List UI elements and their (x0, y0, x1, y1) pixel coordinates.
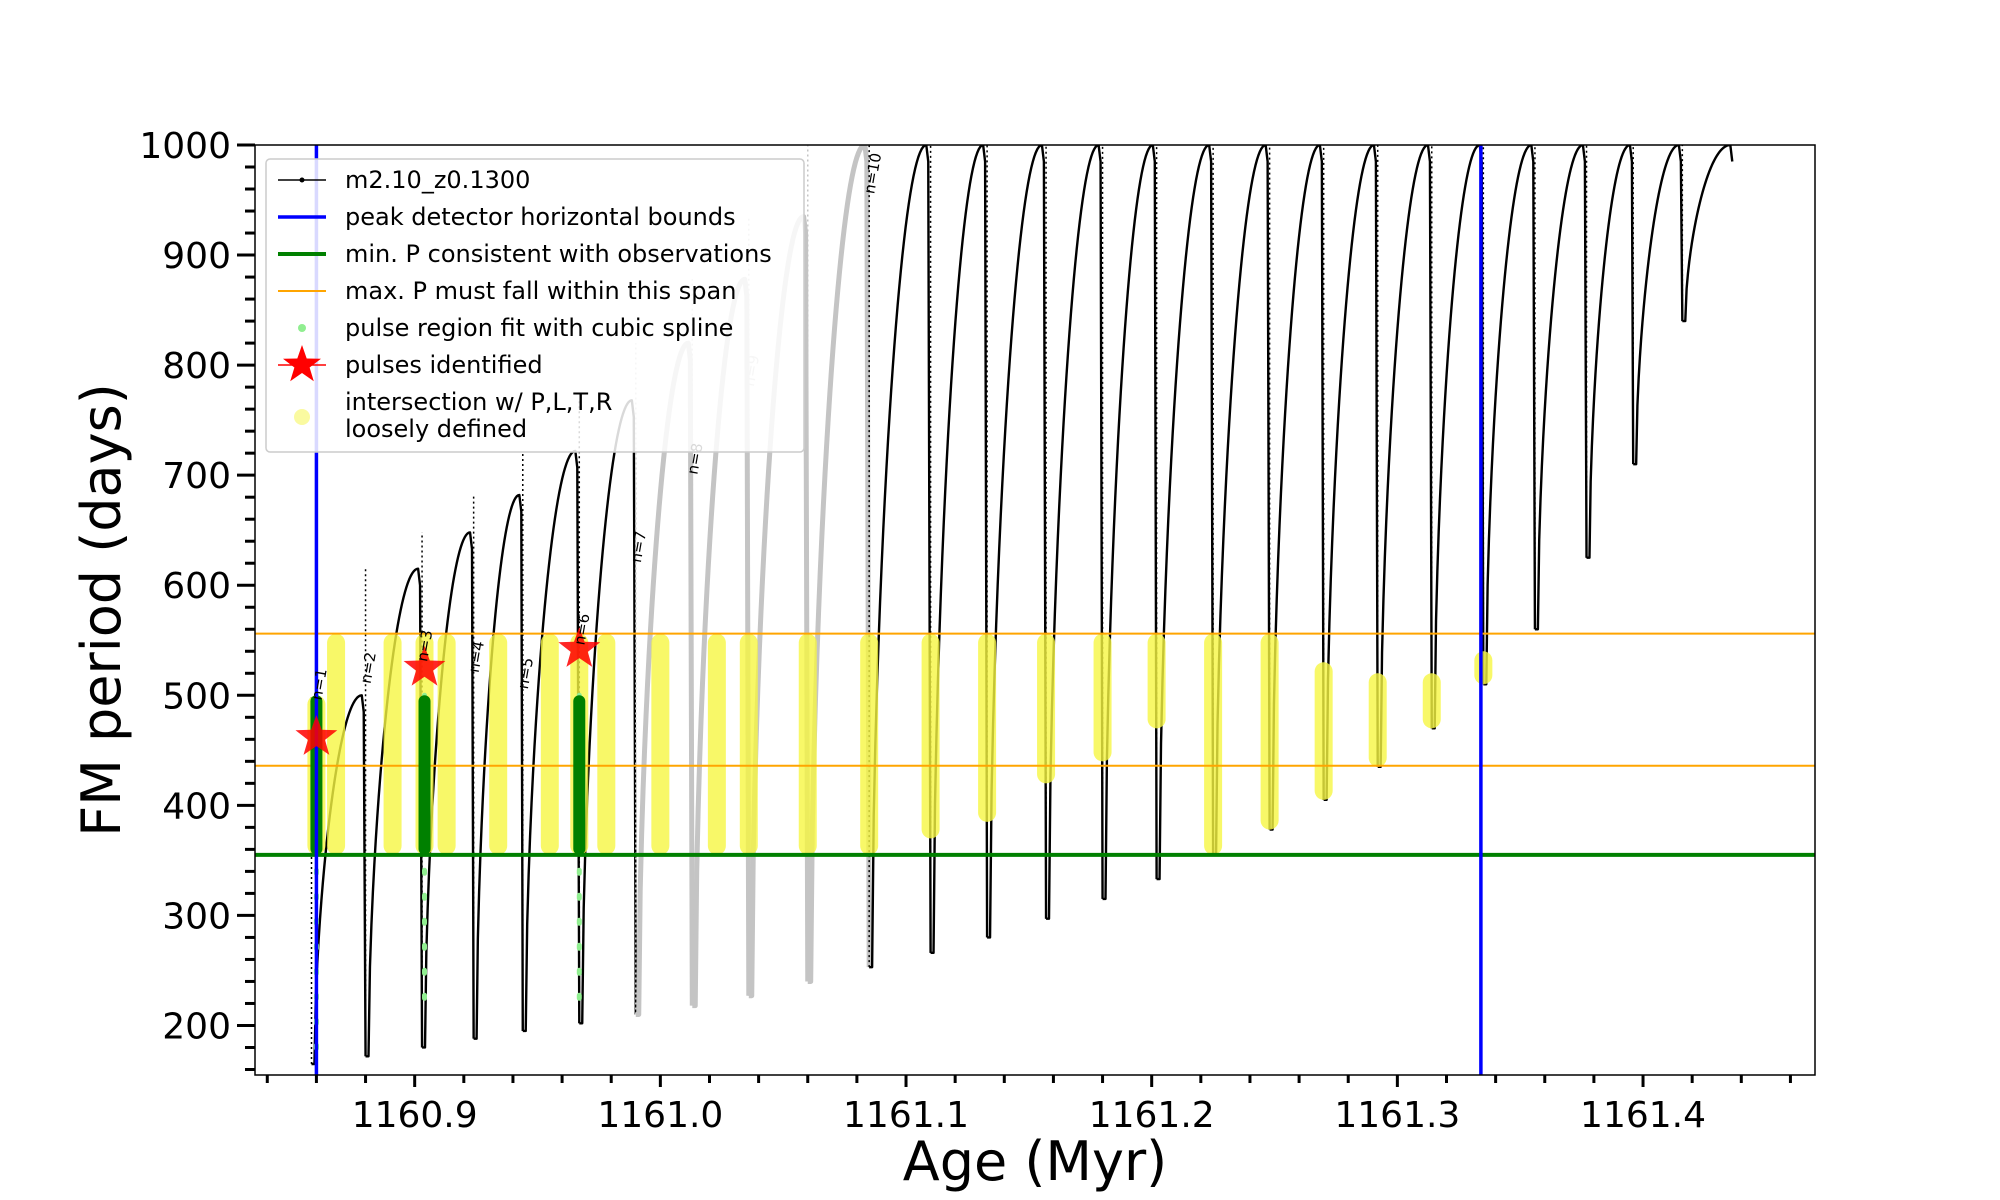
model-pulse-curve-10 (807, 145, 872, 984)
intersection-region-6 (489, 633, 508, 855)
model-pulse-curve-15 (1102, 145, 1158, 901)
legend-frame (265, 158, 805, 453)
legend-entry-pulses: pulses identified (345, 351, 543, 379)
legend-swatch-pulses-star (283, 345, 321, 382)
y-tick-label-2: 300 (162, 896, 231, 937)
intersection-region-19 (1147, 633, 1166, 729)
y-tick-label-6: 700 (162, 456, 231, 497)
legend-swatch-model-marker (299, 177, 305, 183)
model-pulse-curve-25 (1633, 145, 1684, 466)
model-pulse-curve-11 (869, 145, 932, 969)
y-tick-label-1: 200 (162, 1006, 231, 1047)
plot-area: n=1n=2n=3n=4n=5n=6n=7n=8n=9n=10 (255, 145, 1815, 1075)
model-pulse-curve-16 (1156, 145, 1215, 881)
intersection-region-21 (1260, 633, 1279, 830)
y-tick-label-8: 900 (162, 236, 231, 277)
model-pulse-curve-23 (1534, 145, 1588, 631)
y-tick-label-9: 1000 (139, 126, 231, 167)
pulse-identified-star-1 (295, 715, 338, 755)
x-axis-title: Age (Myr) (903, 1130, 1168, 1193)
model-pulse-curve-24 (1586, 145, 1635, 559)
model-pulse-curve-4 (473, 493, 524, 1040)
pulse-label-4: n=4 (465, 640, 488, 674)
x-tick-label-1: 1160.9 (352, 1095, 478, 1136)
pulse-label-3: n=3 (413, 629, 436, 663)
x-tick-label-2: 1161.0 (597, 1095, 723, 1136)
axes-frame (254, 144, 1816, 1076)
y-tick-label-7: 800 (162, 346, 231, 387)
legend-entry-intersection: intersection w/ P,L,T,R (345, 388, 612, 416)
y-tick-label-3: 400 (162, 786, 231, 827)
intersection-region-11 (707, 633, 726, 855)
intersection-region-18 (1093, 633, 1112, 762)
model-pulse-curve-22 (1483, 145, 1537, 686)
x-tick-label-3: 1161.1 (843, 1095, 969, 1136)
model-pulse-curve-20 (1377, 145, 1433, 769)
legend-entry-model: m2.10_z0.1300 (345, 166, 530, 194)
legend-entry-max-p: max. P must fall within this span (345, 277, 736, 305)
intersection-region-20 (1204, 633, 1223, 855)
axes: 1160.9 1161.0 1161.1 1161.2 1161.3 1161.4 200 3… (139, 126, 1816, 1136)
legend: m2.10_z0.1300 peak detector horizontal b… (265, 158, 805, 453)
legend-entry-intersection-line2: loosely defined (345, 415, 527, 443)
intersection-region-25 (1474, 651, 1493, 685)
pulse-identified-star-2 (403, 645, 446, 686)
intersection-region-5 (437, 633, 456, 855)
model-pulse-curve-26 (1682, 145, 1734, 323)
legend-entry-min-p: min. P consistent with observations (345, 240, 772, 268)
intersection-region-9 (597, 633, 616, 855)
model-pulse-curve-13 (987, 145, 1048, 939)
model-pulse-curve-19 (1323, 145, 1379, 802)
model-pulse-curve-18 (1269, 145, 1325, 831)
pulse-label-2: n=2 (357, 651, 380, 685)
pulse-label-6: n=6 (570, 612, 593, 646)
intersection-region-23 (1368, 673, 1387, 767)
intersection-region-17 (1037, 633, 1056, 784)
y-tick-label-5: 600 (162, 566, 231, 607)
intersection-region-7 (540, 633, 559, 855)
x-tick-label-6: 1161.4 (1580, 1095, 1706, 1136)
legend-swatches (278, 177, 326, 425)
x-tick-label-5: 1161.3 (1334, 1095, 1460, 1136)
spline-region-2 (418, 695, 431, 855)
intersection-region-15 (921, 633, 940, 839)
y-axis-title: FM period (days) (70, 383, 133, 837)
pulse-label-7: n=7 (627, 530, 650, 564)
model-pulse-curve-5 (522, 449, 581, 1033)
intersection-region-3 (383, 633, 402, 855)
model-pulse-curve-12 (930, 145, 989, 955)
intersection-region-13 (798, 633, 817, 855)
pulse-label-1: n=1 (308, 667, 331, 701)
intersection-region-24 (1422, 673, 1441, 729)
pulse-identified-star-3 (558, 627, 601, 667)
legend-entry-bounds: peak detector horizontal bounds (345, 203, 736, 231)
intersection-region-12 (739, 633, 758, 855)
model-pulse-curve-21 (1431, 145, 1485, 730)
intersection-region-22 (1314, 662, 1333, 800)
intersection-region-2 (327, 633, 346, 855)
intersection-region-16 (978, 633, 997, 822)
intersection-region-10 (651, 633, 670, 855)
legend-swatch-intersection (294, 409, 310, 425)
legend-entry-spline: pulse region fit with cubic spline (345, 314, 733, 342)
x-tick-label-4: 1161.2 (1089, 1095, 1215, 1136)
y-tick-label-4: 500 (162, 676, 231, 717)
spline-region-3 (573, 695, 586, 855)
pulse-label-5: n=5 (514, 656, 537, 690)
model-pulse-curve-17 (1213, 145, 1271, 857)
legend-swatch-spline (298, 324, 306, 332)
model-pulse-curve-14 (1046, 145, 1104, 920)
intersection-region-14 (860, 633, 879, 855)
